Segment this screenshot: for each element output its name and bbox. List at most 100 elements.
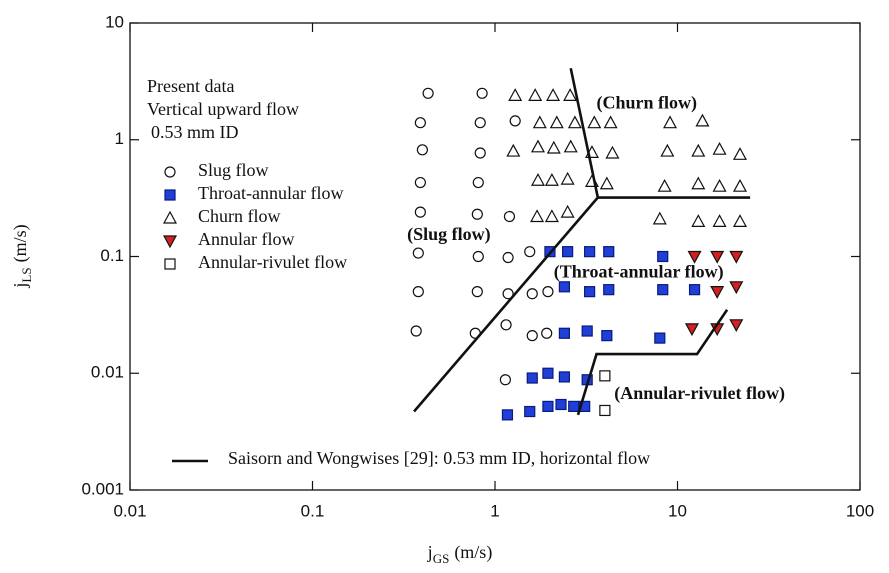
data-point [599,404,611,417]
data-point [581,325,593,337]
data-point [530,209,545,223]
x-tick-label: 1 [490,501,499,520]
data-point [471,286,483,298]
legend-title: Vertical upward flow [147,99,299,119]
data-point [546,140,561,154]
legend-label: Churn flow [198,206,281,226]
data-point [476,87,488,99]
data-point [687,250,702,264]
data-point [528,88,543,101]
legend-label: Annular flow [198,229,294,249]
data-point [584,246,596,258]
data-point [732,147,748,160]
data-point [599,176,614,190]
data-point [688,284,701,296]
data-point [526,372,538,384]
data-point [546,88,561,101]
data-point [506,143,521,157]
data-point [524,405,536,418]
data-point [555,398,567,411]
data-point [560,171,575,185]
data-point [563,88,578,101]
data-point [542,367,554,379]
data-point [663,115,678,129]
data-point [549,115,564,129]
data-point [712,141,727,155]
data-point [410,325,422,337]
data-point [729,250,744,264]
data-point [422,87,434,99]
data-point [474,147,486,159]
y-tick-label: 0.01 [91,363,124,382]
data-point [584,286,596,298]
data-point [732,214,748,227]
data-point [558,371,570,383]
data-point [558,327,570,339]
data-point [712,178,727,192]
annotation: (Throat-annular flow) [554,261,724,282]
data-point [729,281,744,295]
data-point [542,400,554,413]
x-label-unit: (m/s) [454,542,492,563]
data-point [499,374,511,386]
legend-marker [164,189,176,201]
legend-title: 0.53 mm ID [151,122,239,142]
data-point [501,409,514,421]
annotation: (Churn flow) [597,93,698,114]
data-point [542,286,554,298]
y-label-sub: LS [19,267,34,282]
data-point [471,208,483,220]
data-point [524,246,536,258]
y-tick-label: 10 [105,12,124,31]
data-point [509,115,521,127]
legend-label: Saisorn and Wongwises [29]: 0.53 mm ID, … [228,448,650,468]
data-point [541,327,553,339]
data-point [601,330,613,342]
data-point [563,139,578,153]
data-point [729,319,744,333]
legend-title: Present data [147,76,234,96]
x-tick-label: 100 [846,501,874,520]
y-tick-label: 0.001 [81,479,124,498]
data-point [412,247,424,259]
y-tick-label: 1 [115,129,124,148]
data-point [503,210,516,223]
data-point [502,288,514,300]
x-tick-label: 0.1 [301,501,325,520]
data-point [691,143,706,157]
data-point [567,115,582,129]
data-point [474,117,486,129]
data-point [526,288,538,300]
y-label-unit: (m/s) [10,224,31,262]
data-point [603,246,615,258]
x-label-symbol: j [427,542,433,562]
data-point [712,214,727,227]
data-point [412,286,424,298]
data-point [414,206,426,218]
data-point [657,250,669,263]
data-point [691,176,706,190]
data-point [414,117,426,129]
legend-marker [164,166,176,178]
data-point [530,172,545,186]
legend-marker [162,235,178,249]
data-point [605,145,620,159]
x-tick-label: 10 [668,501,687,520]
data-point [562,246,574,258]
data-point [416,144,428,156]
annotation: (Annular-rivulet flow) [614,383,785,404]
data-point [599,370,611,382]
x-label-sub: GS [433,551,450,566]
data-point [652,211,667,225]
data-point [526,330,538,342]
data-point [684,323,699,337]
legend-label: Slug flow [198,160,269,180]
data-point [660,143,675,157]
data-point [530,139,545,153]
data-point [695,113,710,127]
data-point [654,332,666,344]
annotation: (Slug flow) [407,224,491,245]
y-axis-label: jLS (m/s) [10,224,34,288]
